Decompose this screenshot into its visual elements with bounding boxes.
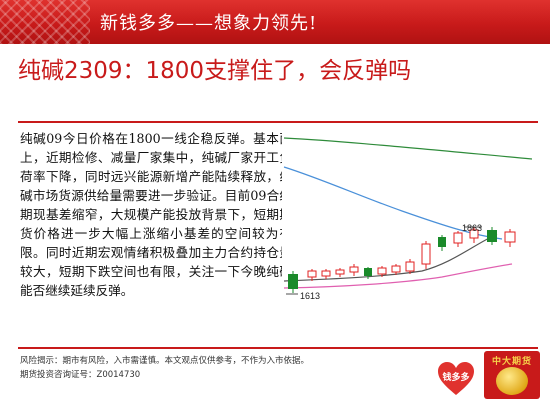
price-chart: 1863 1613 xyxy=(282,131,532,321)
brand-logos: 钱多多 中大期货 xyxy=(430,349,545,401)
banner-pattern xyxy=(0,0,90,44)
low-price-label: 1613 xyxy=(300,291,320,301)
candle xyxy=(391,264,401,275)
candlestick-chart-svg: 1863 1613 xyxy=(283,137,532,301)
coin-logo: 中大期货 xyxy=(484,351,540,399)
candle xyxy=(335,268,345,277)
high-price-label: 1863 xyxy=(462,223,482,233)
candle xyxy=(288,271,298,293)
gold-coin-icon xyxy=(496,367,528,395)
candle xyxy=(469,227,479,243)
candle xyxy=(377,266,387,277)
candle xyxy=(364,267,372,279)
license-number: 期货投资咨询证号：Z0014730 xyxy=(20,370,141,380)
candle xyxy=(487,227,497,245)
heart-logo-text: 钱多多 xyxy=(442,373,470,383)
ma-line-green xyxy=(283,137,532,160)
risk-disclaimer: 风险揭示：期市有风险，入市需谨慎。本文观点仅供参考，不作为入市依据。 期货投资咨… xyxy=(20,354,420,382)
candle xyxy=(438,235,446,251)
candle xyxy=(453,231,463,247)
candle xyxy=(307,269,317,281)
footer-divider xyxy=(18,347,538,349)
headline-divider xyxy=(18,121,538,123)
coin-logo-text: 中大期货 xyxy=(491,357,532,367)
candle xyxy=(405,259,415,274)
heart-logo-icon xyxy=(438,362,474,395)
candle xyxy=(421,241,431,269)
article-body: 纯碱09今日价格在1800一线企稳反弹。基本面上，近期检修、减量厂家集中，纯碱厂… xyxy=(20,131,292,298)
disclaimer-line-1: 风险揭示：期市有风险，入市需谨慎。本文观点仅供参考，不作为入市依据。 xyxy=(20,356,310,366)
banner-title: 新钱多多——想象力领先! xyxy=(100,13,318,34)
article-headline: 纯碱2309：1800支撑住了，会反弹吗 xyxy=(18,58,412,84)
ma-line-pink xyxy=(283,263,513,289)
candle xyxy=(349,264,359,276)
ma-line-dark xyxy=(283,233,498,282)
candle xyxy=(504,229,516,247)
candles xyxy=(288,227,516,293)
header-banner: 新钱多多——想象力领先! xyxy=(0,0,550,44)
candle xyxy=(321,269,331,279)
